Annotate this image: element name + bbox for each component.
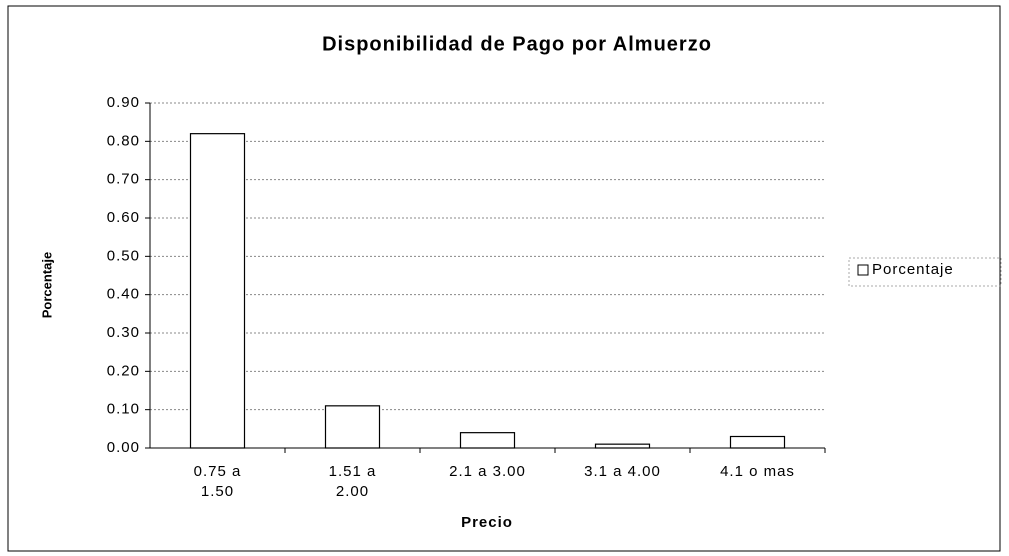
y-tick-label: 0.50 bbox=[107, 247, 140, 264]
y-tick-label: 0.30 bbox=[107, 324, 140, 341]
y-tick-label: 0.10 bbox=[107, 401, 140, 418]
y-tick-label: 0.80 bbox=[107, 132, 140, 149]
y-tick-label: 0.40 bbox=[107, 286, 140, 303]
bar bbox=[324, 405, 381, 449]
y-axis-title: Porcentaje bbox=[39, 252, 54, 318]
x-tick-label: 3.1 a 4.00 bbox=[584, 463, 661, 480]
y-tick-label: 0.60 bbox=[107, 209, 140, 226]
y-tick-label: 0.70 bbox=[107, 171, 140, 188]
x-tick-label: 4.1 o mas bbox=[720, 463, 795, 480]
bar bbox=[459, 432, 516, 449]
y-tick-label: 0.00 bbox=[107, 439, 140, 456]
legend-label: Porcentaje bbox=[872, 261, 954, 278]
chart-border bbox=[7, 5, 1001, 552]
y-tick-label: 0.20 bbox=[107, 362, 140, 379]
bar bbox=[594, 443, 651, 449]
bar bbox=[189, 133, 246, 449]
x-axis-title: Precio bbox=[461, 514, 513, 531]
x-tick-label: 0.75 a 1.50 bbox=[193, 463, 242, 500]
y-tick-label: 0.90 bbox=[107, 94, 140, 111]
chart-title: Disponibilidad de Pago por Almuerzo bbox=[322, 33, 712, 55]
x-tick-label: 2.1 a 3.00 bbox=[449, 463, 526, 480]
x-tick-label: 1.51 a 2.00 bbox=[328, 463, 377, 500]
legend-swatch bbox=[857, 264, 869, 276]
legend-box bbox=[848, 257, 1002, 287]
bar bbox=[729, 435, 786, 449]
